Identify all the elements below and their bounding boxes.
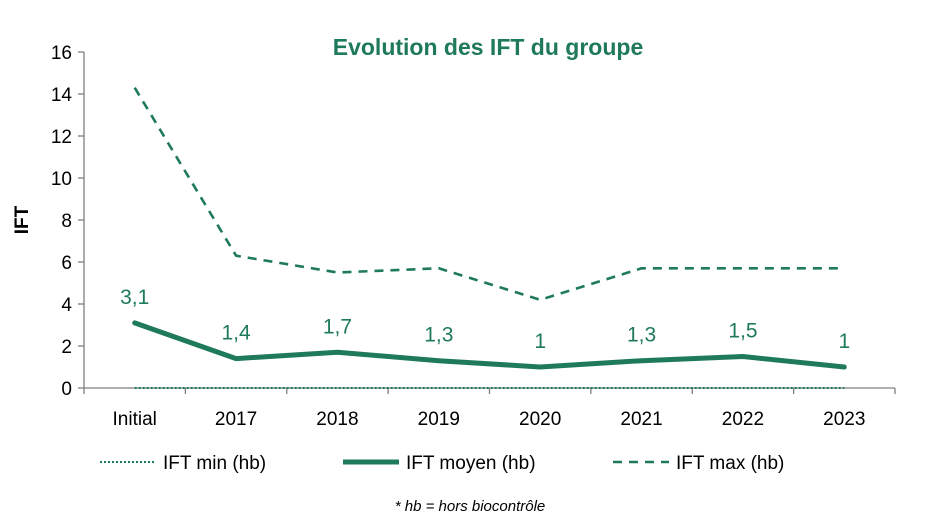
x-tick-label: 2020	[519, 409, 561, 430]
x-tick-label: 2018	[316, 409, 358, 430]
legend: IFT min (hb) IFT moyen (hb) IFT max (hb)	[100, 453, 784, 474]
y-tick-label: 2	[61, 337, 72, 358]
legend-label: IFT max (hb)	[676, 453, 784, 474]
y-tick-label: 16	[51, 43, 72, 64]
series-line-dashed	[133, 87, 845, 302]
y-tick-label: 14	[51, 85, 73, 106]
data-label: 1	[534, 330, 546, 353]
y-tick-label: 0	[61, 379, 72, 400]
data-label: 1,4	[221, 322, 251, 345]
data-label: 1,5	[728, 320, 757, 343]
legend-label: IFT min (hb)	[163, 453, 266, 474]
data-labels: 3,1 1,4 1,7 1,3 1 1,3 1,5 1	[120, 286, 850, 353]
series-line-solid	[132, 320, 847, 370]
y-axis-label: IFT	[12, 205, 33, 234]
x-tick-label: 2021	[620, 409, 662, 430]
x-tick-label: 2017	[215, 409, 257, 430]
y-tick-label: 4	[61, 295, 72, 316]
y-tick-label: 8	[61, 211, 72, 232]
data-label: 1	[838, 330, 850, 353]
axes: 0 2 4 6 8 10 12 14 16 Initial 2017 2018 2019 2020 2021…	[51, 43, 896, 430]
data-label: 1,3	[627, 324, 656, 347]
y-tick-label: 6	[61, 253, 72, 274]
x-tick-label: Initial	[113, 409, 157, 430]
data-label: 1,3	[424, 324, 453, 347]
x-tick-label: 2023	[823, 409, 865, 430]
x-tick-label: 2022	[722, 409, 764, 430]
data-label: 1,7	[323, 315, 352, 338]
chart-title: Evolution des IFT du groupe	[333, 34, 644, 60]
y-tick-label: 12	[51, 127, 72, 148]
x-tick-label: 2019	[418, 409, 460, 430]
data-label: 3,1	[120, 286, 149, 309]
footnote: * hb = hors biocontrôle	[395, 498, 546, 515]
series-layer	[132, 87, 847, 389]
legend-label: IFT moyen (hb)	[406, 453, 536, 474]
y-tick-label: 10	[51, 169, 72, 190]
